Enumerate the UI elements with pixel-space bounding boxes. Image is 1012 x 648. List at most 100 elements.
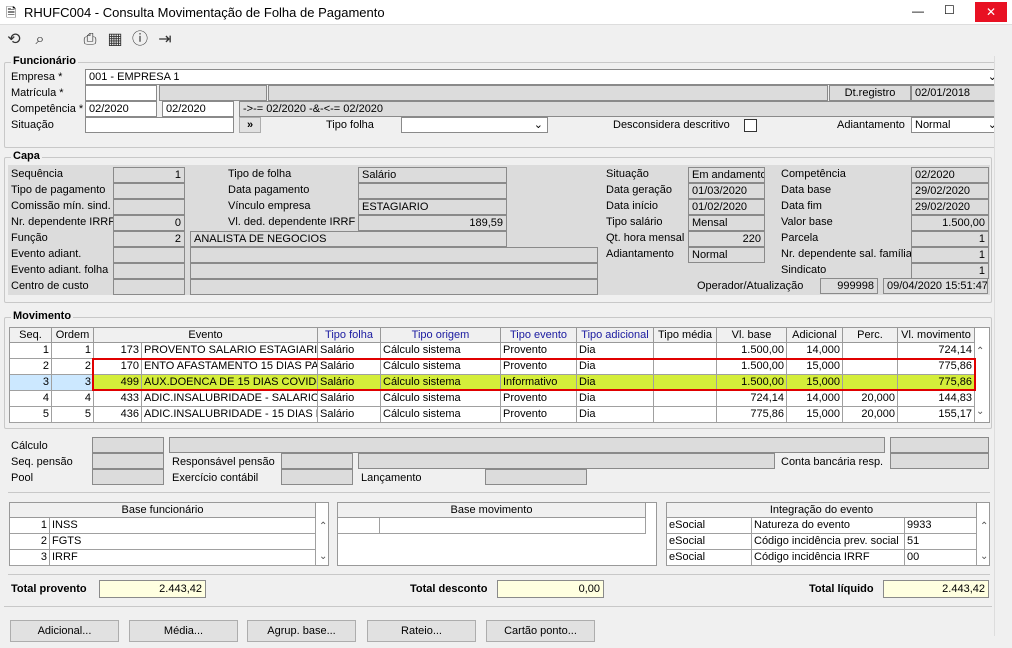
- table-cell[interactable]: Provento: [501, 343, 577, 359]
- integracao-cell[interactable]: 51: [905, 534, 977, 550]
- table-cell[interactable]: 2: [10, 359, 52, 375]
- table-cell[interactable]: Cálculo sistema: [381, 359, 501, 375]
- table-cell[interactable]: 1.500,00: [717, 359, 787, 375]
- competencia-to-input[interactable]: 02/2020: [162, 101, 234, 117]
- tipo-folha-select[interactable]: ⌄: [401, 117, 548, 133]
- close-button[interactable]: ✕: [975, 2, 1007, 22]
- column-header-vl-base[interactable]: Vl. base: [717, 328, 787, 343]
- table-row[interactable]: 4 4 433 ADIC.INSALUBRIDADE - SALARIO Salário…: [10, 391, 975, 407]
- integracao-cell[interactable]: Natureza do evento: [752, 518, 905, 534]
- cartao-ponto-button[interactable]: Cartão ponto...: [486, 620, 595, 642]
- more-button[interactable]: »: [239, 117, 261, 133]
- table-cell[interactable]: 724,14: [898, 343, 975, 359]
- media-button[interactable]: Média...: [129, 620, 238, 642]
- adiantamento-select[interactable]: Normal ⌄: [911, 117, 1002, 133]
- table-cell[interactable]: PROVENTO SALARIO ESTAGIARIO: [142, 343, 318, 359]
- table-cell[interactable]: 15,000: [787, 407, 843, 423]
- table-cell[interactable]: 4: [52, 391, 94, 407]
- table-cell[interactable]: Dia: [577, 359, 654, 375]
- table-row[interactable]: 5 5 436 ADIC.INSALUBRIDADE - 15 DIAS PA Salá…: [10, 407, 975, 423]
- minimize-button[interactable]: —: [912, 4, 924, 18]
- table-cell[interactable]: ENTO AFASTAMENTO 15 DIAS PAG: [142, 359, 318, 375]
- column-header-tipo-folha[interactable]: Tipo folha: [318, 328, 381, 343]
- situacao-input[interactable]: [85, 117, 234, 133]
- list-item-number[interactable]: 3: [10, 550, 50, 566]
- table-cell[interactable]: 1.500,00: [717, 343, 787, 359]
- print-icon[interactable]: ⎙: [83, 31, 97, 48]
- table-cell[interactable]: Cálculo sistema: [381, 375, 501, 391]
- table-cell[interactable]: Dia: [577, 407, 654, 423]
- scroll-down-icon[interactable]: ⌄: [976, 406, 985, 417]
- table-cell[interactable]: Salário: [318, 343, 381, 359]
- integracao-cell[interactable]: 00: [905, 550, 977, 566]
- table-cell[interactable]: 173: [94, 343, 142, 359]
- scroll-up-icon[interactable]: ⌃: [980, 521, 989, 532]
- table-cell[interactable]: 5: [52, 407, 94, 423]
- scroll-down-icon[interactable]: ⌄: [319, 551, 328, 562]
- column-header-perc-[interactable]: Perc.: [843, 328, 898, 343]
- list-item-name[interactable]: [380, 518, 646, 534]
- table-cell[interactable]: Salário: [318, 391, 381, 407]
- exit-icon[interactable]: ⇥: [158, 31, 172, 48]
- list-item-name[interactable]: IRRF: [50, 550, 316, 566]
- integracao-cell[interactable]: eSocial: [667, 550, 752, 566]
- table-cell[interactable]: 775,86: [898, 359, 975, 375]
- matricula-input[interactable]: [85, 85, 157, 101]
- table-cell[interactable]: 1: [52, 343, 94, 359]
- table-cell[interactable]: 15,000: [787, 359, 843, 375]
- table-cell[interactable]: Salário: [318, 359, 381, 375]
- table-cell[interactable]: ADIC.INSALUBRIDADE - 15 DIAS PA: [142, 407, 318, 423]
- table-cell[interactable]: Dia: [577, 391, 654, 407]
- table-cell[interactable]: 724,14: [717, 391, 787, 407]
- table-cell[interactable]: 775,86: [717, 407, 787, 423]
- competencia-from-input[interactable]: 02/2020: [85, 101, 157, 117]
- table-cell[interactable]: 2: [52, 359, 94, 375]
- empresa-select[interactable]: 001 - EMPRESA 1 ⌄: [85, 69, 1002, 85]
- table-cell[interactable]: 5: [10, 407, 52, 423]
- table-cell[interactable]: 155,17: [898, 407, 975, 423]
- table-cell[interactable]: AUX.DOENCA DE 15 DIAS COVID-19: [142, 375, 318, 391]
- table-cell[interactable]: 170: [94, 359, 142, 375]
- table-cell[interactable]: [654, 343, 717, 359]
- list-item-name[interactable]: INSS: [50, 518, 316, 534]
- desconsidera-checkbox[interactable]: [744, 119, 757, 132]
- table-cell[interactable]: Cálculo sistema: [381, 407, 501, 423]
- integracao-cell[interactable]: eSocial: [667, 518, 752, 534]
- table-cell[interactable]: 15,000: [787, 375, 843, 391]
- undo-icon[interactable]: ⟲: [7, 31, 21, 48]
- scroll-up-icon[interactable]: ⌃: [319, 521, 328, 532]
- table-cell[interactable]: [654, 359, 717, 375]
- column-header-evento[interactable]: Evento: [94, 328, 318, 343]
- table-cell[interactable]: 499: [94, 375, 142, 391]
- integracao-cell[interactable]: Código incidência IRRF: [752, 550, 905, 566]
- table-cell[interactable]: 436: [94, 407, 142, 423]
- table-cell[interactable]: [843, 343, 898, 359]
- agrup-base-button[interactable]: Agrup. base...: [247, 620, 356, 642]
- table-cell[interactable]: Dia: [577, 343, 654, 359]
- column-header-vl-movimento[interactable]: Vl. movimento: [898, 328, 975, 343]
- integracao-cell[interactable]: Código incidência prev. social: [752, 534, 905, 550]
- table-cell[interactable]: 14,000: [787, 391, 843, 407]
- table-cell[interactable]: 1: [10, 343, 52, 359]
- table-cell[interactable]: 144,83: [898, 391, 975, 407]
- table-cell[interactable]: 14,000: [787, 343, 843, 359]
- rateio-button[interactable]: Rateio...: [367, 620, 476, 642]
- table-cell[interactable]: 3: [10, 375, 52, 391]
- table-cell[interactable]: Salário: [318, 407, 381, 423]
- list-item-name[interactable]: FGTS: [50, 534, 316, 550]
- table-cell[interactable]: ADIC.INSALUBRIDADE - SALARIO: [142, 391, 318, 407]
- calendar-icon[interactable]: ▦: [107, 31, 123, 48]
- table-cell[interactable]: Provento: [501, 391, 577, 407]
- table-row[interactable]: 1 1 173 PROVENTO SALARIO ESTAGIARIO Salário C…: [10, 343, 975, 359]
- list-item-number[interactable]: 1: [10, 518, 50, 534]
- table-cell[interactable]: Cálculo sistema: [381, 343, 501, 359]
- table-row[interactable]: 2 2 170 ENTO AFASTAMENTO 15 DIAS PAG Salário…: [10, 359, 975, 375]
- table-cell[interactable]: [843, 359, 898, 375]
- help-icon[interactable]: ⓘ: [131, 31, 148, 48]
- integracao-cell[interactable]: eSocial: [667, 534, 752, 550]
- search-icon[interactable]: ⌕: [35, 31, 45, 48]
- column-header-tipo-m-dia[interactable]: Tipo média: [654, 328, 717, 343]
- column-header-seq-[interactable]: Seq.: [10, 328, 52, 343]
- table-cell[interactable]: Cálculo sistema: [381, 391, 501, 407]
- column-header-tipo-evento[interactable]: Tipo evento: [501, 328, 577, 343]
